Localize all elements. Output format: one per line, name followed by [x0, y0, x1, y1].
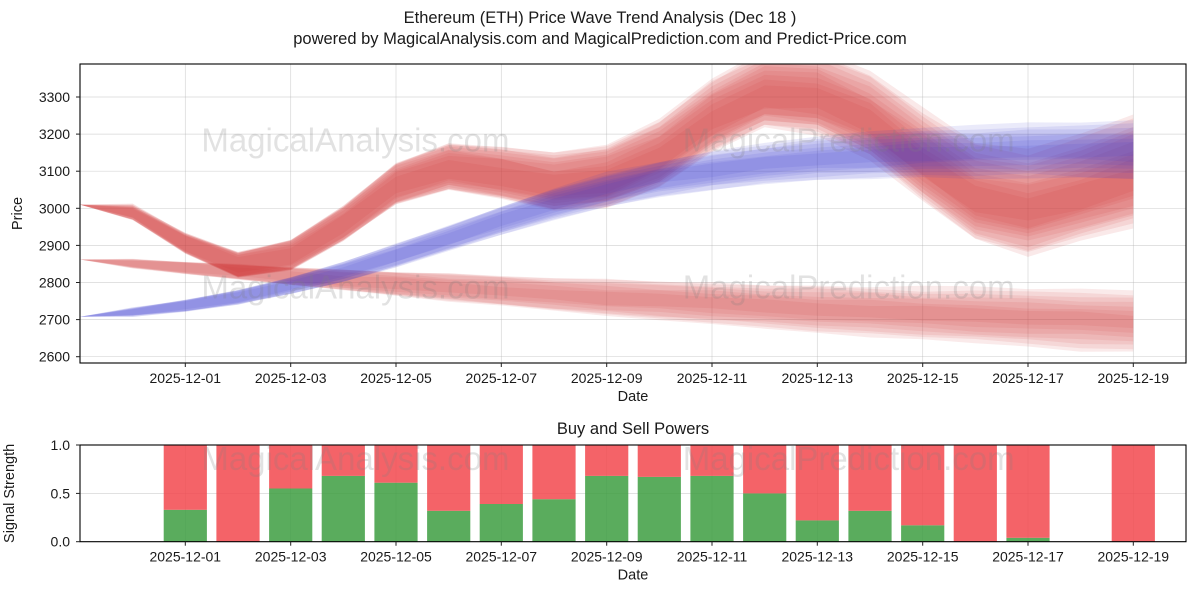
svg-text:2600: 2600: [39, 349, 70, 365]
svg-text:2025-12-19: 2025-12-19: [1097, 370, 1169, 386]
svg-text:Price: Price: [10, 197, 26, 230]
svg-text:2800: 2800: [39, 275, 70, 291]
svg-text:MagicalAnalysis.com: MagicalAnalysis.com: [201, 121, 509, 158]
svg-text:MagicalAnalysis.com: MagicalAnalysis.com: [201, 268, 509, 305]
svg-text:2025-12-15: 2025-12-15: [887, 370, 959, 386]
svg-text:2025-12-11: 2025-12-11: [677, 370, 748, 386]
svg-text:2025-12-17: 2025-12-17: [992, 549, 1064, 565]
svg-text:2025-12-01: 2025-12-01: [149, 370, 221, 386]
svg-text:2025-12-05: 2025-12-05: [360, 370, 432, 386]
svg-text:2025-12-11: 2025-12-11: [677, 549, 748, 565]
svg-text:0.5: 0.5: [51, 485, 71, 501]
svg-text:1.0: 1.0: [51, 437, 71, 453]
svg-text:3100: 3100: [39, 163, 70, 179]
svg-text:MagicalPrediction.com: MagicalPrediction.com: [683, 121, 1015, 158]
svg-text:Date: Date: [618, 389, 649, 405]
svg-text:2025-12-19: 2025-12-19: [1097, 549, 1169, 565]
svg-text:Buy and Sell Powers: Buy and Sell Powers: [557, 420, 709, 438]
svg-text:MagicalAnalysis.com: MagicalAnalysis.com: [201, 440, 509, 477]
svg-text:2025-12-03: 2025-12-03: [255, 370, 327, 386]
svg-text:Ethereum (ETH) Price Wave Tren: Ethereum (ETH) Price Wave Trend Analysis…: [404, 9, 797, 27]
svg-text:2025-12-09: 2025-12-09: [571, 549, 643, 565]
svg-text:2025-12-07: 2025-12-07: [465, 549, 537, 565]
svg-text:2025-12-07: 2025-12-07: [465, 370, 537, 386]
svg-text:MagicalPrediction.com: MagicalPrediction.com: [683, 268, 1015, 305]
svg-text:0.0: 0.0: [51, 534, 71, 550]
svg-text:2700: 2700: [39, 312, 70, 328]
svg-text:2025-12-17: 2025-12-17: [992, 370, 1064, 386]
svg-text:2025-12-01: 2025-12-01: [149, 549, 221, 565]
svg-text:Date: Date: [618, 568, 649, 584]
svg-text:3300: 3300: [39, 89, 70, 105]
svg-text:2025-12-09: 2025-12-09: [571, 370, 643, 386]
svg-text:3000: 3000: [39, 200, 70, 216]
svg-text:Signal Strength: Signal Strength: [2, 444, 18, 543]
svg-text:3200: 3200: [39, 126, 70, 142]
svg-text:MagicalPrediction.com: MagicalPrediction.com: [683, 440, 1015, 477]
svg-text:2025-12-13: 2025-12-13: [781, 549, 853, 565]
svg-text:2025-12-13: 2025-12-13: [781, 370, 853, 386]
svg-text:powered by MagicalAnalysis.com: powered by MagicalAnalysis.com and Magic…: [293, 30, 907, 48]
svg-text:2025-12-03: 2025-12-03: [255, 549, 327, 565]
svg-text:2900: 2900: [39, 237, 70, 253]
svg-text:2025-12-15: 2025-12-15: [887, 549, 959, 565]
svg-text:2025-12-05: 2025-12-05: [360, 549, 432, 565]
